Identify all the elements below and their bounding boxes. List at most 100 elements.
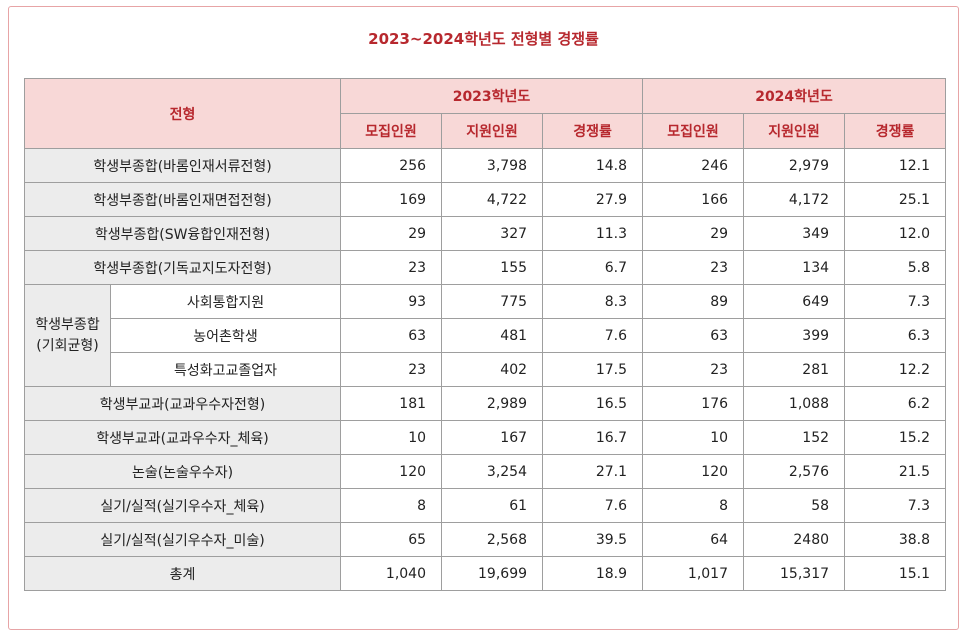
header-apply-2024: 지원인원 [743,113,846,149]
table-row: 학생부종합(기독교지도자전형) 23 155 6.7 23 134 5.8 [23,250,947,285]
cell-rate-2023: 27.9 [542,182,644,217]
cell-recruit-2023: 10 [340,420,443,455]
cell-recruit-2024: 64 [642,522,745,557]
cell-rate-2024: 12.1 [844,148,947,183]
cell-recruit-2023: 181 [340,386,443,421]
cell-rate-2024: 6.3 [844,318,947,353]
row-label: 학생부종합(바롬인재면접전형) [23,182,342,217]
cell-apply-2024: 4,172 [743,182,846,217]
cell-apply-2024: 2,576 [743,454,846,489]
cell-rate-2024: 15.1 [844,556,947,591]
cell-apply-2023: 481 [441,318,544,353]
cell-recruit-2023: 23 [340,250,443,285]
row-label: 학생부종합(SW융합인재전형) [23,216,342,251]
cell-apply-2023: 3,254 [441,454,544,489]
cell-recruit-2023: 65 [340,522,443,557]
cell-rate-2023: 16.7 [542,420,644,455]
cell-apply-2024: 349 [743,216,846,251]
table-row: 학생부종합(바롬인재서류전형) 256 3,798 14.8 246 2,979… [23,148,947,183]
cell-apply-2024: 399 [743,318,846,353]
cell-apply-2023: 155 [441,250,544,285]
cell-apply-2023: 61 [441,488,544,523]
cell-rate-2023: 16.5 [542,386,644,421]
cell-apply-2024: 58 [743,488,846,523]
cell-recruit-2024: 8 [642,488,745,523]
table-row: 특성화고교졸업자 23 402 17.5 23 281 12.2 [25,352,947,387]
header-apply-2023: 지원인원 [441,113,544,149]
header-recruit-2023: 모집인원 [340,113,443,149]
cell-recruit-2023: 93 [340,284,443,319]
cell-apply-2023: 2,568 [441,522,544,557]
cell-rate-2024: 21.5 [844,454,947,489]
row-label: 총계 [23,556,342,591]
table-row-total: 총계 1,040 19,699 18.9 1,017 15,317 15.1 [23,556,947,591]
header-row-years: 전형 2023학년도 2024학년도 [23,78,947,149]
cell-recruit-2024: 89 [642,284,745,319]
cell-apply-2024: 134 [743,250,846,285]
cell-apply-2023: 3,798 [441,148,544,183]
cell-recruit-2023: 1,040 [340,556,443,591]
cell-apply-2023: 2,989 [441,386,544,421]
cell-recruit-2023: 63 [340,318,443,353]
cell-rate-2023: 39.5 [542,522,644,557]
header-year-2023: 2023학년도 [340,78,644,114]
page-title: 2023~2024학년도 전형별 경쟁률 [368,30,599,48]
row-label: 실기/실적(실기우수자_미술) [23,522,342,557]
cell-rate-2023: 7.6 [542,488,644,523]
cell-rate-2023: 18.9 [542,556,644,591]
cell-apply-2024: 281 [743,352,846,387]
cell-recruit-2024: 120 [642,454,745,489]
cell-apply-2023: 4,722 [441,182,544,217]
cell-rate-2024: 38.8 [844,522,947,557]
cell-apply-2024: 649 [743,284,846,319]
cell-rate-2023: 7.6 [542,318,644,353]
cell-rate-2023: 17.5 [542,352,644,387]
cell-apply-2024: 15,317 [743,556,846,591]
cell-recruit-2024: 10 [642,420,745,455]
table-row: 실기/실적(실기우수자_체육) 8 61 7.6 8 58 7.3 [23,488,947,523]
cell-apply-2023: 167 [441,420,544,455]
table-row: 논술(논술우수자) 120 3,254 27.1 120 2,576 21.5 [23,454,947,489]
cell-recruit-2023: 120 [340,454,443,489]
table-row: 학생부교과(교과우수자전형) 181 2,989 16.5 176 1,088 … [23,386,947,421]
cell-recruit-2023: 29 [340,216,443,251]
cell-rate-2023: 8.3 [542,284,644,319]
cell-apply-2024: 152 [743,420,846,455]
cell-recruit-2024: 1,017 [642,556,745,591]
header-recruit-2024: 모집인원 [642,113,745,149]
table-row: 실기/실적(실기우수자_미술) 65 2,568 39.5 64 2480 38… [23,522,947,557]
cell-recruit-2024: 166 [642,182,745,217]
cell-apply-2024: 2,979 [743,148,846,183]
row-label: 사회통합지원 [109,284,342,319]
row-label: 농어촌학생 [109,318,342,353]
cell-rate-2024: 15.2 [844,420,947,455]
table-row: 농어촌학생 63 481 7.6 63 399 6.3 [25,318,947,353]
cell-rate-2024: 5.8 [844,250,947,285]
header-type: 전형 [23,78,342,149]
table-row: 학생부종합 (기회균형) 사회통합지원 93 775 8.3 89 649 7.… [24,284,947,387]
cell-rate-2024: 12.0 [844,216,947,251]
cell-recruit-2024: 176 [642,386,745,421]
group-label-line2: (기회균형) [36,337,99,354]
cell-apply-2024: 2480 [743,522,846,557]
table-row: 학생부교과(교과우수자_체육) 10 167 16.7 10 152 15.2 [23,420,947,455]
cell-recruit-2023: 256 [340,148,443,183]
cell-recruit-2024: 246 [642,148,745,183]
cell-recruit-2024: 63 [642,318,745,353]
header-rate-2023: 경쟁률 [542,113,644,149]
table-row: 학생부종합(바롬인재면접전형) 169 4,722 27.9 166 4,172… [23,182,947,217]
cell-rate-2023: 27.1 [542,454,644,489]
cell-apply-2024: 1,088 [743,386,846,421]
group-label: 학생부종합 (기회균형) [24,284,111,387]
cell-apply-2023: 19,699 [441,556,544,591]
row-label: 학생부종합(바롬인재서류전형) [23,148,342,183]
cell-recruit-2024: 23 [642,250,745,285]
cell-rate-2024: 6.2 [844,386,947,421]
cell-rate-2023: 11.3 [542,216,644,251]
row-label: 학생부교과(교과우수자전형) [23,386,342,421]
row-label: 실기/실적(실기우수자_체육) [23,488,342,523]
cell-recruit-2024: 23 [642,352,745,387]
cell-rate-2024: 7.3 [844,488,947,523]
cell-recruit-2023: 8 [340,488,443,523]
header-year-2024: 2024학년도 [642,78,947,114]
